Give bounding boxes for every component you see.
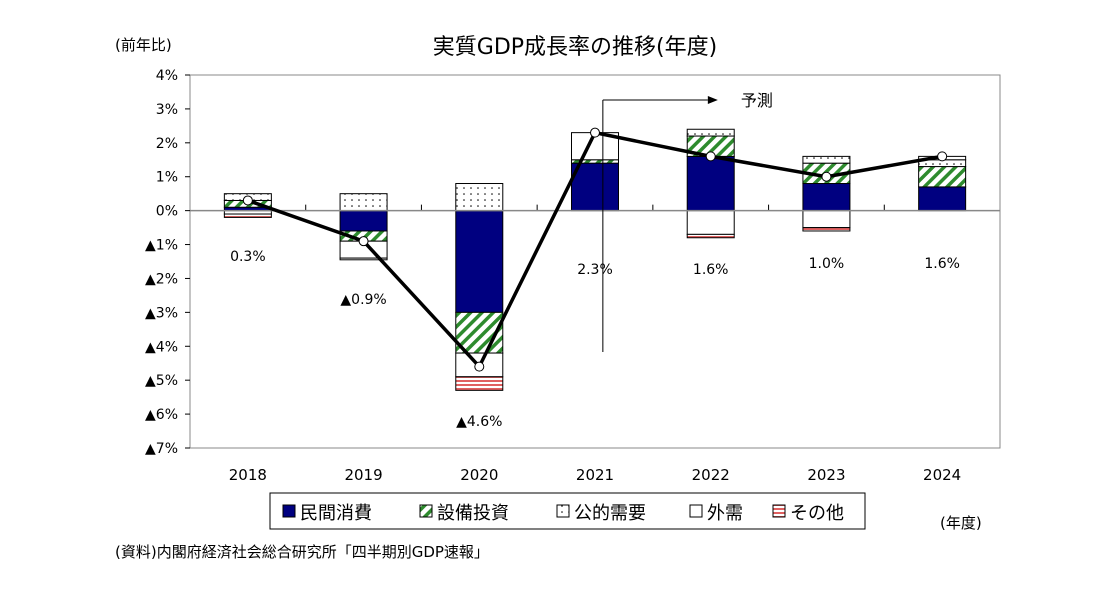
y-tick-label: 3% <box>156 102 178 118</box>
bar-segment <box>571 162 619 212</box>
bar-segment <box>918 186 967 212</box>
y-tick-label: ▲7% <box>145 441 178 457</box>
legend-label: 公的需要 <box>574 503 646 524</box>
legend-swatch <box>282 504 296 518</box>
y-tick-label: ▲2% <box>145 271 178 287</box>
line-point <box>937 151 948 162</box>
bar-segment <box>339 257 388 261</box>
y-axis-label: (前年比) <box>115 36 172 54</box>
y-tick-label: 4% <box>156 68 178 84</box>
forecast-label: 予測 <box>741 91 773 110</box>
x-tick-label: 2023 <box>807 466 845 484</box>
data-label: ▲4.6% <box>456 414 502 430</box>
y-tick-label: 2% <box>156 136 178 152</box>
data-label: 1.0% <box>809 256 845 272</box>
line-point <box>242 195 253 206</box>
y-tick-label: 0% <box>156 204 178 220</box>
x-tick-label: 2024 <box>923 466 961 484</box>
bar-segment <box>802 227 851 232</box>
bar-segment <box>455 210 504 313</box>
bar-segment <box>918 166 967 188</box>
source-note: (資料)内閣府経済社会総合研究所「四半期別GDP速報」 <box>115 543 489 561</box>
line-point <box>821 171 832 182</box>
bar-segment <box>223 213 272 218</box>
legend-swatch <box>689 504 703 518</box>
plot-frame <box>189 74 1001 449</box>
bar-segment <box>802 155 851 164</box>
bar-segment <box>339 193 388 212</box>
line-point <box>590 127 600 138</box>
bar-segment <box>802 210 851 229</box>
bar-segment <box>686 155 735 212</box>
legend: 民間消費 設備投資 公的需要 外需 その他 <box>269 492 866 530</box>
data-label: 1.6% <box>693 262 729 278</box>
forecast-arrowhead <box>707 96 718 104</box>
legend-label: 設備投資 <box>437 503 509 524</box>
legend-swatch <box>772 504 786 518</box>
line-point <box>358 236 369 247</box>
x-axis-label: (年度) <box>940 514 982 532</box>
x-tick-label: 2021 <box>576 466 614 484</box>
bar-segment <box>339 210 388 232</box>
bar-segment <box>802 183 851 212</box>
chart-title: 実質GDP成長率の推移(年度) <box>433 35 717 60</box>
line-point <box>474 361 485 372</box>
x-tick-label: 2019 <box>344 466 382 484</box>
x-tick-label: 2018 <box>229 466 267 484</box>
x-tick-label: 2020 <box>460 466 498 484</box>
bar-segment <box>686 233 735 239</box>
y-tick-label: ▲6% <box>145 407 178 423</box>
data-label: 2.3% <box>577 262 613 278</box>
data-label: 1.6% <box>924 256 960 272</box>
legend-swatch <box>556 504 570 518</box>
y-tick-label: ▲1% <box>145 238 178 254</box>
bar-segment <box>686 128 735 137</box>
data-label: ▲0.9% <box>340 292 386 308</box>
x-tick-label: 2022 <box>692 466 730 484</box>
legend-label: その他 <box>790 503 844 524</box>
bar-segment <box>455 376 504 391</box>
y-tick-label: ▲5% <box>145 373 178 389</box>
legend-swatch <box>419 504 433 518</box>
legend-label: 外需 <box>707 503 743 524</box>
y-tick-label: ▲3% <box>145 305 178 321</box>
line-point <box>705 151 716 162</box>
y-tick-label: 1% <box>156 170 178 186</box>
y-tick-label: ▲4% <box>145 339 178 355</box>
bar-segment <box>455 183 504 212</box>
legend-label: 民間消費 <box>300 503 372 524</box>
data-label: 0.3% <box>230 249 266 265</box>
bar-segment <box>686 210 735 235</box>
